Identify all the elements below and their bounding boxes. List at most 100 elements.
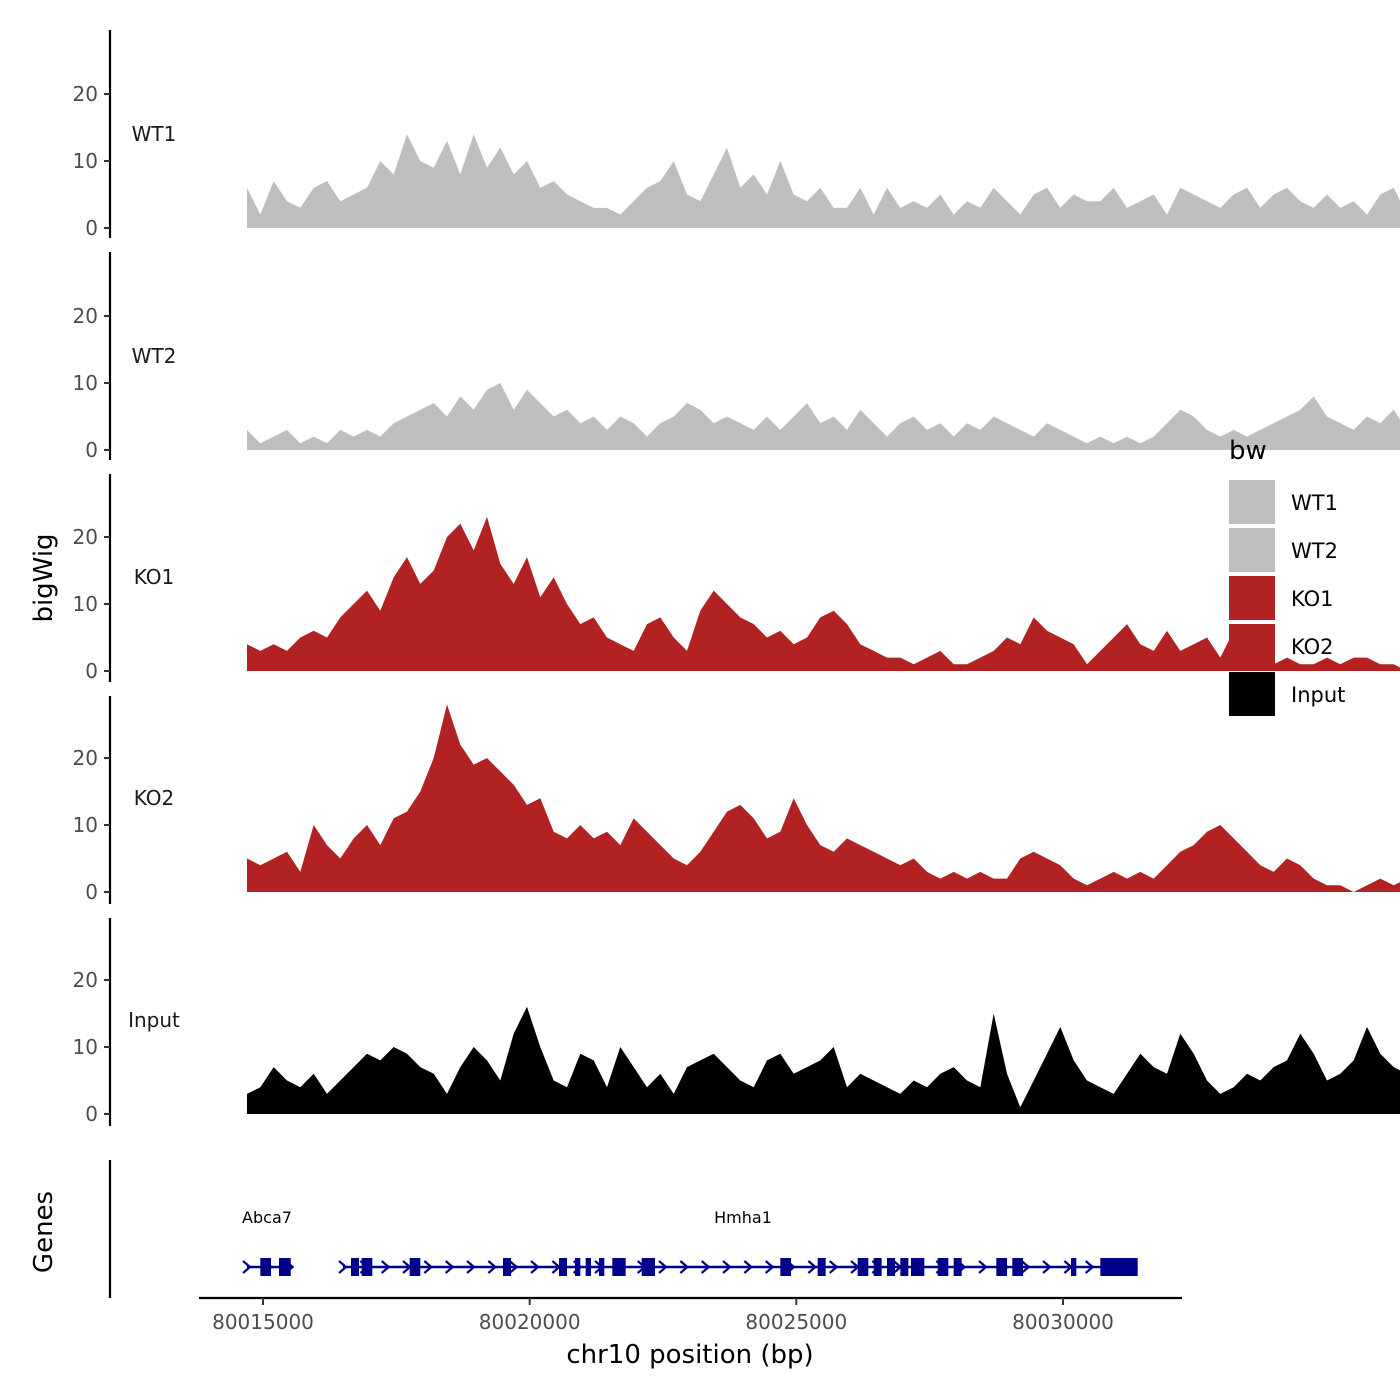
exon <box>260 1258 271 1276</box>
y-tick-label: 0 <box>85 659 98 683</box>
strand-arrow <box>700 1260 711 1274</box>
strand-arrow <box>444 1260 455 1274</box>
y-tick-label: 10 <box>73 592 98 616</box>
track-input: 0 10 20 Input <box>73 918 1400 1126</box>
area-ko2 <box>247 704 1400 892</box>
x-axis-title: chr10 position (bp) <box>566 1340 813 1370</box>
strand-arrow <box>423 1260 434 1274</box>
strand-arrow <box>807 1260 818 1274</box>
exon <box>1012 1258 1023 1276</box>
exon <box>559 1258 567 1276</box>
x-axis: 80015000 80020000 80025000 80030000 <box>199 1296 1182 1334</box>
y-tick-label: 10 <box>73 149 98 173</box>
area-input <box>247 1006 1400 1114</box>
strand-arrow <box>1020 1260 1031 1274</box>
exon <box>857 1258 869 1276</box>
exon <box>873 1258 882 1276</box>
y-tick-label: 0 <box>85 216 98 240</box>
y-tick-label: 0 <box>85 880 98 904</box>
legend-swatch <box>1229 576 1275 620</box>
legend-label: KO1 <box>1291 587 1334 611</box>
x-tick-label: 80030000 <box>1012 1310 1114 1334</box>
exon <box>996 1258 1007 1276</box>
exon <box>641 1258 655 1276</box>
exon <box>780 1258 791 1276</box>
legend: bw WT1 WT2 KO1 KO2 Input <box>1229 436 1345 716</box>
track-label: WT1 <box>132 122 177 146</box>
exon <box>503 1258 511 1276</box>
strand-arrow <box>764 1260 775 1274</box>
exon <box>575 1258 581 1276</box>
x-tick-label: 80025000 <box>745 1310 847 1334</box>
strand-arrow <box>828 1260 839 1274</box>
legend-label: Input <box>1291 683 1345 707</box>
genes-panel: Abca7 Hmha1 <box>108 1160 1138 1298</box>
exon <box>911 1258 925 1276</box>
track-label: WT2 <box>132 344 177 368</box>
x-tick-label: 80015000 <box>212 1310 314 1334</box>
exon <box>900 1258 909 1276</box>
y-tick-label: 10 <box>73 1035 98 1059</box>
legend-label: KO2 <box>1291 635 1334 659</box>
gene-label: Hmha1 <box>714 1208 772 1227</box>
track-label: Input <box>128 1008 180 1032</box>
y-tick-label: 20 <box>73 525 98 549</box>
gene-hmha1: Hmha1 <box>338 1208 1138 1276</box>
strand-arrow <box>1084 1260 1095 1274</box>
strand-arrow <box>658 1260 668 1274</box>
strand-arrow <box>1042 1260 1052 1274</box>
legend-label: WT2 <box>1291 539 1338 563</box>
strand-arrow <box>508 1260 519 1274</box>
gene-label: Abca7 <box>242 1208 292 1227</box>
exon <box>599 1258 605 1276</box>
exon <box>585 1258 591 1276</box>
exon <box>817 1258 826 1276</box>
exon <box>937 1258 949 1276</box>
track-ko1: 0 10 20 KO1 <box>73 474 1400 683</box>
y-tick-label: 20 <box>73 304 98 328</box>
strand-arrow <box>978 1260 988 1274</box>
exon <box>887 1258 895 1276</box>
legend-swatch <box>1229 480 1275 524</box>
area-wt1 <box>247 134 1400 228</box>
y-tick-label: 20 <box>73 968 98 992</box>
strand-arrow <box>743 1260 754 1274</box>
y-tick-label: 10 <box>73 813 98 837</box>
bigwig-tracks: 0 10 20 WT1 0 10 20 WT2 0 10 20 KO1 0 10 20 KO2 0 10 20 Inp… <box>73 30 1400 1126</box>
exon <box>351 1258 359 1276</box>
track-label: KO1 <box>134 565 175 589</box>
y-tick-label: 0 <box>85 438 98 462</box>
legend-swatch <box>1229 672 1275 716</box>
exon <box>1071 1258 1077 1276</box>
strand-arrow <box>380 1260 391 1274</box>
legend-swatch <box>1229 528 1275 572</box>
legend-item-input: Input <box>1229 672 1345 716</box>
y-tick-label: 0 <box>85 1102 98 1126</box>
legend-item-ko2: KO2 <box>1229 624 1334 668</box>
exon <box>1100 1258 1138 1276</box>
track-label: KO2 <box>134 786 175 810</box>
track-wt2: 0 10 20 WT2 <box>73 252 1400 462</box>
y-tick-label: 20 <box>73 82 98 106</box>
strand-arrow <box>487 1260 498 1274</box>
y-tick-label: 10 <box>73 371 98 395</box>
strand-arrow <box>466 1260 476 1274</box>
track-ko2: 0 10 20 KO2 <box>73 696 1400 904</box>
exon <box>361 1258 373 1276</box>
strand-arrow <box>242 1260 252 1274</box>
strand-arrow <box>530 1260 540 1274</box>
legend-item-wt2: WT2 <box>1229 528 1338 572</box>
area-wt2 <box>247 383 1400 450</box>
legend-item-wt1: WT1 <box>1229 480 1338 524</box>
legend-swatch <box>1229 624 1275 668</box>
y-axis-title: bigWig <box>29 533 59 622</box>
y-tick-label: 20 <box>73 746 98 770</box>
exon <box>953 1258 962 1276</box>
exon <box>409 1258 421 1276</box>
genes-axis-title: Genes <box>29 1191 59 1273</box>
area-ko1 <box>247 516 1400 671</box>
track-wt1: 0 10 20 WT1 <box>73 30 1400 240</box>
strand-arrow <box>722 1260 732 1274</box>
legend-title: bw <box>1229 436 1267 466</box>
